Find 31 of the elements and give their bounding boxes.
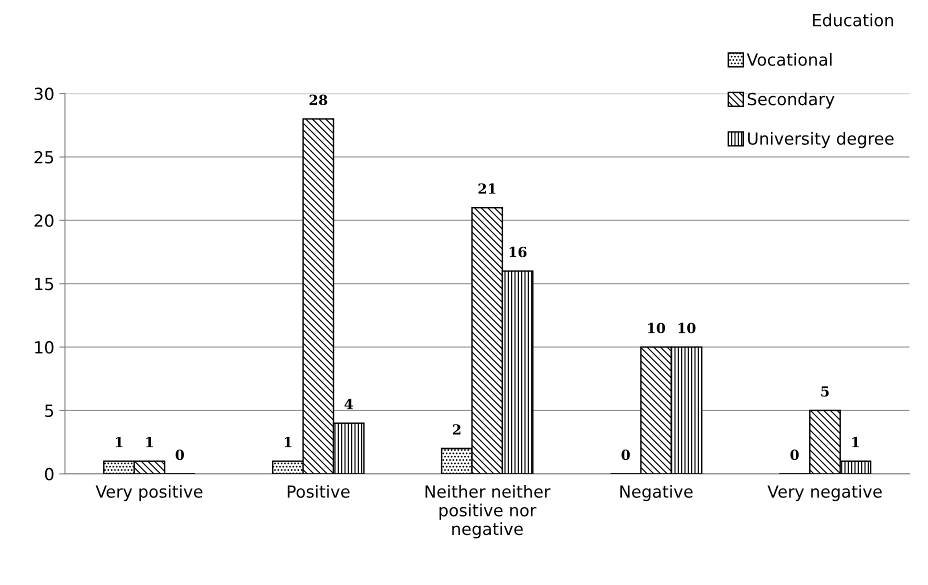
y-tick-label: 10	[35, 341, 54, 354]
data-label: 1	[116, 436, 122, 448]
data-label: 0	[176, 450, 184, 460]
legend-title: Education	[813, 14, 894, 26]
data-label: 28	[310, 94, 328, 106]
x-tick-label: Positive	[288, 484, 350, 498]
y-tick-label: 20	[34, 214, 54, 227]
data-label: 10	[648, 322, 666, 334]
data-label: 0	[790, 450, 799, 460]
x-tick-label: Very negative	[767, 484, 882, 502]
data-label: 0	[622, 450, 630, 460]
data-label: 1	[852, 436, 859, 448]
x-tick-label: Neither neither positive nor negative	[426, 484, 550, 538]
data-label: 1	[284, 436, 292, 448]
y-tick-label: 5	[45, 404, 54, 418]
legend-label: University degree	[748, 132, 894, 148]
data-label: 21	[478, 183, 496, 194]
y-tick-label: 25	[34, 150, 54, 164]
x-tick-label: Very positive	[96, 484, 202, 502]
y-tick-label: 30	[34, 88, 54, 100]
data-label: 5	[821, 386, 829, 397]
data-label: 10	[678, 322, 696, 334]
data-label: 16	[510, 246, 527, 258]
legend-label: Secondary	[748, 92, 834, 109]
data-label: 1	[146, 436, 153, 448]
x-tick-label: Negative	[620, 484, 693, 502]
data-label: 4	[344, 398, 353, 410]
y-tick-label: 0	[45, 468, 54, 480]
y-tick-label: 15	[35, 278, 54, 290]
data-label: 2	[452, 424, 460, 434]
legend-label: Vocational	[746, 53, 832, 66]
